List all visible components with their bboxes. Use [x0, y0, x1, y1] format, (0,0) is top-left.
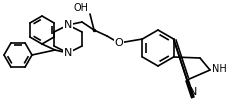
Text: N: N: [64, 20, 72, 30]
Text: N: N: [64, 48, 72, 58]
Text: O: O: [115, 38, 123, 48]
Text: NH: NH: [212, 64, 227, 74]
Text: N: N: [189, 87, 197, 97]
Text: OH: OH: [73, 3, 88, 13]
